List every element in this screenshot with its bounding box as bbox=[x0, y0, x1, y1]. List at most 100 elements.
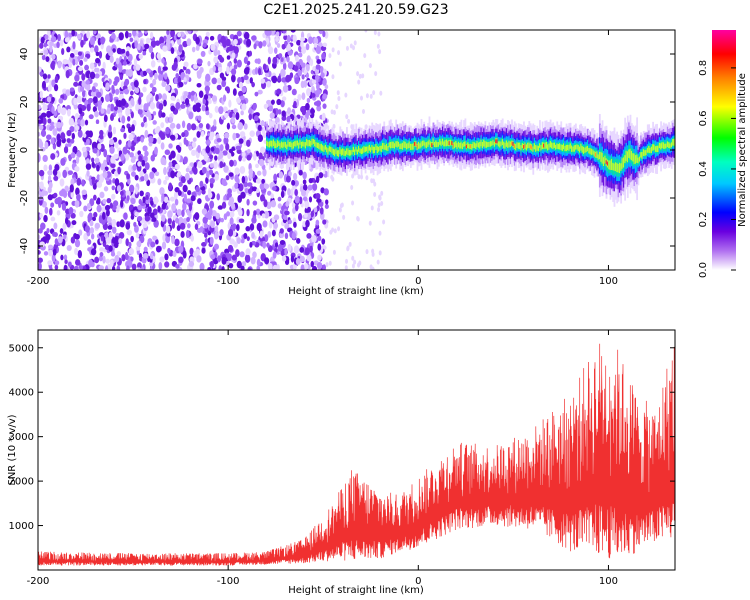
heatmap-cell bbox=[152, 86, 157, 93]
y-tick-label: -40 bbox=[19, 238, 30, 254]
heatmap-cell bbox=[143, 173, 149, 182]
heatmap-cell bbox=[69, 184, 74, 193]
heatmap-cell bbox=[84, 225, 91, 233]
heatmap-cell bbox=[168, 154, 173, 161]
heatmap-cell bbox=[66, 129, 72, 137]
heatmap-cell bbox=[321, 238, 326, 245]
heatmap-cell bbox=[271, 75, 278, 84]
heatmap-cell bbox=[508, 140, 511, 148]
heatmap-cell bbox=[39, 71, 44, 76]
heatmap-cell bbox=[130, 145, 135, 152]
heatmap-cell bbox=[93, 211, 98, 218]
heatmap-cell bbox=[293, 245, 300, 254]
heatmap-cell bbox=[298, 52, 303, 58]
heatmap-cell bbox=[280, 68, 286, 77]
heatmap-cell bbox=[86, 203, 91, 209]
heatmap-cell bbox=[523, 144, 526, 149]
heatmap-cell bbox=[580, 143, 583, 151]
heatmap-cell bbox=[44, 141, 49, 150]
heatmap-cell bbox=[105, 237, 112, 244]
heatmap-cell bbox=[336, 150, 339, 157]
heatmap-cell bbox=[86, 31, 91, 39]
heatmap-cell bbox=[102, 171, 108, 179]
heatmap-cell bbox=[163, 196, 169, 203]
heatmap-cell bbox=[53, 232, 58, 238]
heatmap-cell bbox=[459, 142, 461, 149]
heatmap-cell bbox=[44, 206, 49, 214]
heatmap-cell bbox=[205, 140, 211, 145]
heatmap-cell bbox=[95, 51, 100, 57]
heatmap-cell bbox=[461, 143, 464, 150]
heatmap-cell bbox=[137, 43, 141, 51]
heatmap-cell bbox=[378, 230, 382, 236]
heatmap-cell bbox=[164, 149, 171, 156]
heatmap-cell bbox=[306, 138, 308, 146]
heatmap-cell bbox=[143, 79, 147, 85]
heatmap-cell bbox=[389, 142, 392, 149]
heatmap-cell bbox=[340, 149, 343, 156]
heatmap-cell bbox=[217, 205, 223, 210]
heatmap-cell bbox=[164, 261, 170, 268]
heatmap-cell bbox=[275, 143, 278, 148]
heatmap-cell bbox=[243, 74, 249, 81]
heatmap-cell bbox=[197, 198, 202, 205]
heatmap-cell bbox=[88, 259, 93, 268]
heatmap-cell bbox=[138, 53, 143, 60]
heatmap-cell bbox=[246, 236, 250, 242]
heatmap-cell bbox=[181, 209, 185, 217]
heatmap-cell bbox=[322, 93, 328, 100]
heatmap-cell bbox=[73, 81, 79, 87]
heatmap-cell bbox=[313, 101, 319, 106]
heatmap-cell bbox=[337, 96, 341, 102]
heatmap-cell bbox=[119, 190, 124, 196]
heatmap-cell bbox=[38, 249, 41, 255]
heatmap-cell bbox=[74, 239, 81, 248]
heatmap-cell bbox=[154, 72, 158, 80]
heatmap-cell bbox=[551, 142, 553, 149]
heatmap-cell bbox=[299, 139, 302, 145]
heatmap-cell bbox=[102, 198, 107, 205]
heatmap-cell bbox=[290, 141, 292, 148]
heatmap-cell bbox=[197, 115, 202, 121]
heatmap-cell bbox=[214, 147, 220, 155]
heatmap-cell bbox=[43, 164, 48, 172]
heatmap-cell bbox=[222, 150, 228, 156]
x-tick-label: -200 bbox=[27, 276, 50, 287]
heatmap-cell bbox=[617, 164, 620, 173]
heatmap-cell bbox=[608, 160, 611, 170]
heatmap-cell bbox=[184, 98, 190, 106]
heatmap-cell bbox=[100, 108, 105, 114]
heatmap-cell bbox=[96, 174, 101, 181]
heatmap-cell bbox=[171, 235, 175, 245]
heatmap-cell bbox=[106, 154, 110, 163]
heatmap-cell bbox=[93, 82, 98, 87]
heatmap-cell bbox=[315, 91, 320, 98]
heatmap-cell bbox=[197, 160, 203, 169]
heatmap-cell bbox=[81, 146, 87, 153]
heatmap-cell bbox=[59, 178, 65, 187]
heatmap-cell bbox=[142, 145, 148, 152]
heatmap-cell bbox=[203, 222, 209, 229]
heatmap-cell bbox=[436, 141, 439, 148]
heatmap-cell bbox=[233, 38, 238, 45]
heatmap-cell bbox=[138, 155, 143, 163]
heatmap-cell bbox=[409, 143, 412, 150]
heatmap-cell bbox=[569, 143, 572, 149]
heatmap-cell bbox=[282, 85, 289, 93]
heatmap-cell bbox=[229, 211, 235, 218]
heatmap-cell bbox=[214, 155, 218, 161]
heatmap-cell bbox=[191, 141, 197, 148]
heatmap-cell bbox=[489, 141, 492, 147]
heatmap-cell bbox=[111, 266, 116, 270]
heatmap-cell bbox=[238, 208, 243, 217]
heatmap-cell bbox=[239, 95, 245, 101]
heatmap-cell bbox=[315, 55, 320, 61]
heatmap-cell bbox=[150, 200, 154, 206]
heatmap-cell bbox=[593, 151, 596, 157]
heatmap-cell bbox=[128, 247, 134, 256]
heatmap-cell bbox=[208, 99, 212, 104]
colorbar-tick-label: 0.2 bbox=[698, 212, 709, 228]
heatmap-cell bbox=[660, 143, 662, 150]
heatmap-cell bbox=[225, 143, 230, 151]
heatmap-cell bbox=[529, 144, 532, 149]
